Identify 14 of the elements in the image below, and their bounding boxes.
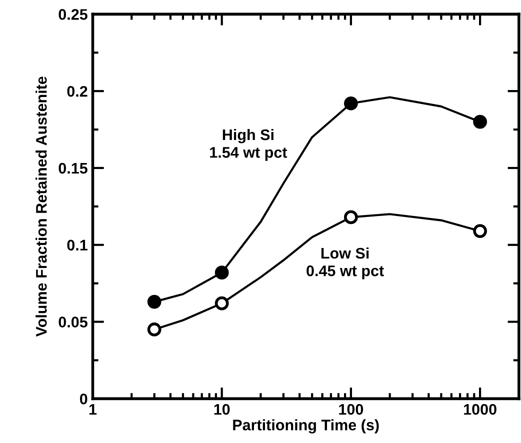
x-tick-label: 10 [214, 404, 230, 415]
series-label: High Si 1.54 wt pct [210, 128, 288, 161]
x-tick-label: 1 [89, 404, 97, 415]
y-tick-label: 0.15 [58, 162, 88, 174]
x-tick-label: 100 [339, 404, 364, 415]
y-tick-label: 0.2 [67, 86, 88, 97]
y-tick-label: 0.25 [58, 9, 88, 20]
x-tick-label: 1000 [464, 404, 496, 415]
y-tick-label: 0.05 [58, 316, 88, 328]
y-axis-title: Volume Fraction Retained Austenite [36, 76, 47, 337]
x-axis-title: Partitioning Time (s) [233, 419, 379, 434]
y-tick-label: 0 [80, 394, 88, 404]
y-tick-label: 0.1 [67, 240, 88, 251]
series-label: Low Si 0.45 wt pct [306, 247, 384, 280]
